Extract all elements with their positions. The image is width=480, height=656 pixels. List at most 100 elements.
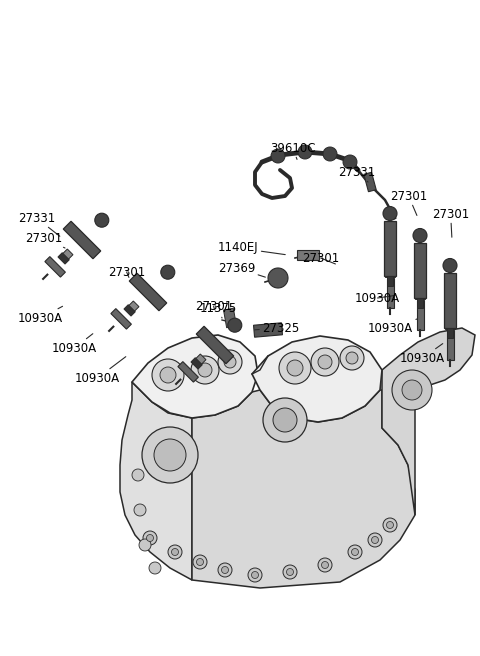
Polygon shape xyxy=(253,323,282,337)
Circle shape xyxy=(322,562,328,569)
Circle shape xyxy=(160,367,176,383)
Circle shape xyxy=(287,569,293,575)
Polygon shape xyxy=(417,298,423,308)
Polygon shape xyxy=(124,304,135,316)
Circle shape xyxy=(348,545,362,559)
Polygon shape xyxy=(192,390,415,588)
Circle shape xyxy=(351,548,359,556)
Circle shape xyxy=(343,155,357,169)
Polygon shape xyxy=(178,361,198,382)
Text: 10930A: 10930A xyxy=(75,357,126,384)
Circle shape xyxy=(323,147,337,161)
Polygon shape xyxy=(193,354,206,367)
Polygon shape xyxy=(224,308,237,328)
Circle shape xyxy=(271,149,285,163)
Polygon shape xyxy=(386,278,394,308)
Circle shape xyxy=(132,469,144,481)
Circle shape xyxy=(152,359,184,391)
Circle shape xyxy=(402,380,422,400)
Polygon shape xyxy=(384,220,396,276)
Text: 27369: 27369 xyxy=(218,262,265,277)
Circle shape xyxy=(193,555,207,569)
Circle shape xyxy=(161,265,175,279)
Text: 10930A: 10930A xyxy=(368,319,418,335)
Circle shape xyxy=(134,504,146,516)
Circle shape xyxy=(218,563,232,577)
Polygon shape xyxy=(364,173,376,192)
Polygon shape xyxy=(445,321,455,329)
Circle shape xyxy=(218,350,242,374)
Polygon shape xyxy=(382,328,475,515)
Circle shape xyxy=(268,268,288,288)
Text: 10930A: 10930A xyxy=(18,306,63,325)
Polygon shape xyxy=(387,276,393,285)
Text: 27325: 27325 xyxy=(255,321,299,335)
Circle shape xyxy=(383,518,397,532)
Circle shape xyxy=(149,562,161,574)
Circle shape xyxy=(346,352,358,364)
Circle shape xyxy=(224,356,236,368)
Circle shape xyxy=(263,398,307,442)
Text: 10930A: 10930A xyxy=(52,334,97,354)
Text: 27301: 27301 xyxy=(195,300,232,312)
Circle shape xyxy=(340,346,364,370)
Text: 27301: 27301 xyxy=(108,266,145,279)
Circle shape xyxy=(196,558,204,565)
Circle shape xyxy=(279,352,311,384)
Circle shape xyxy=(392,370,432,410)
Circle shape xyxy=(168,545,182,559)
Circle shape xyxy=(287,360,303,376)
Polygon shape xyxy=(132,335,258,418)
Circle shape xyxy=(142,427,198,483)
Circle shape xyxy=(154,439,186,471)
Circle shape xyxy=(386,522,394,529)
Polygon shape xyxy=(63,221,101,258)
Text: 39610C: 39610C xyxy=(270,142,315,159)
Polygon shape xyxy=(58,253,69,264)
Text: 27301: 27301 xyxy=(302,251,339,264)
Text: 27301: 27301 xyxy=(25,232,65,248)
Circle shape xyxy=(171,548,179,556)
Circle shape xyxy=(283,565,297,579)
Text: 11375: 11375 xyxy=(200,302,237,318)
Polygon shape xyxy=(415,291,425,299)
Polygon shape xyxy=(447,327,453,337)
Polygon shape xyxy=(252,336,382,422)
Text: 10930A: 10930A xyxy=(400,344,445,365)
Text: 1140EJ: 1140EJ xyxy=(218,241,285,255)
Polygon shape xyxy=(129,274,167,311)
Circle shape xyxy=(368,533,382,547)
Text: 27301: 27301 xyxy=(390,190,427,215)
Polygon shape xyxy=(111,308,132,329)
Polygon shape xyxy=(45,256,65,277)
Text: 27301: 27301 xyxy=(432,207,469,237)
Circle shape xyxy=(383,207,397,220)
Polygon shape xyxy=(446,330,454,360)
Polygon shape xyxy=(414,243,426,298)
Circle shape xyxy=(198,363,212,377)
Circle shape xyxy=(298,145,312,159)
Circle shape xyxy=(191,356,219,384)
Circle shape xyxy=(146,535,154,541)
Circle shape xyxy=(95,213,109,227)
Polygon shape xyxy=(417,300,423,330)
Circle shape xyxy=(273,408,297,432)
Text: 27331: 27331 xyxy=(18,211,60,236)
Circle shape xyxy=(311,348,339,376)
Circle shape xyxy=(372,537,379,544)
Circle shape xyxy=(318,558,332,572)
Circle shape xyxy=(443,258,457,272)
Polygon shape xyxy=(120,382,192,580)
Text: 10930A: 10930A xyxy=(355,291,400,304)
Circle shape xyxy=(143,531,157,545)
Polygon shape xyxy=(60,249,73,262)
Circle shape xyxy=(221,567,228,573)
Polygon shape xyxy=(444,272,456,327)
Polygon shape xyxy=(126,301,139,314)
Polygon shape xyxy=(385,269,395,277)
Circle shape xyxy=(139,539,151,551)
Circle shape xyxy=(248,568,262,582)
Text: 27331: 27331 xyxy=(338,165,375,182)
Polygon shape xyxy=(191,358,202,369)
Polygon shape xyxy=(297,250,319,260)
